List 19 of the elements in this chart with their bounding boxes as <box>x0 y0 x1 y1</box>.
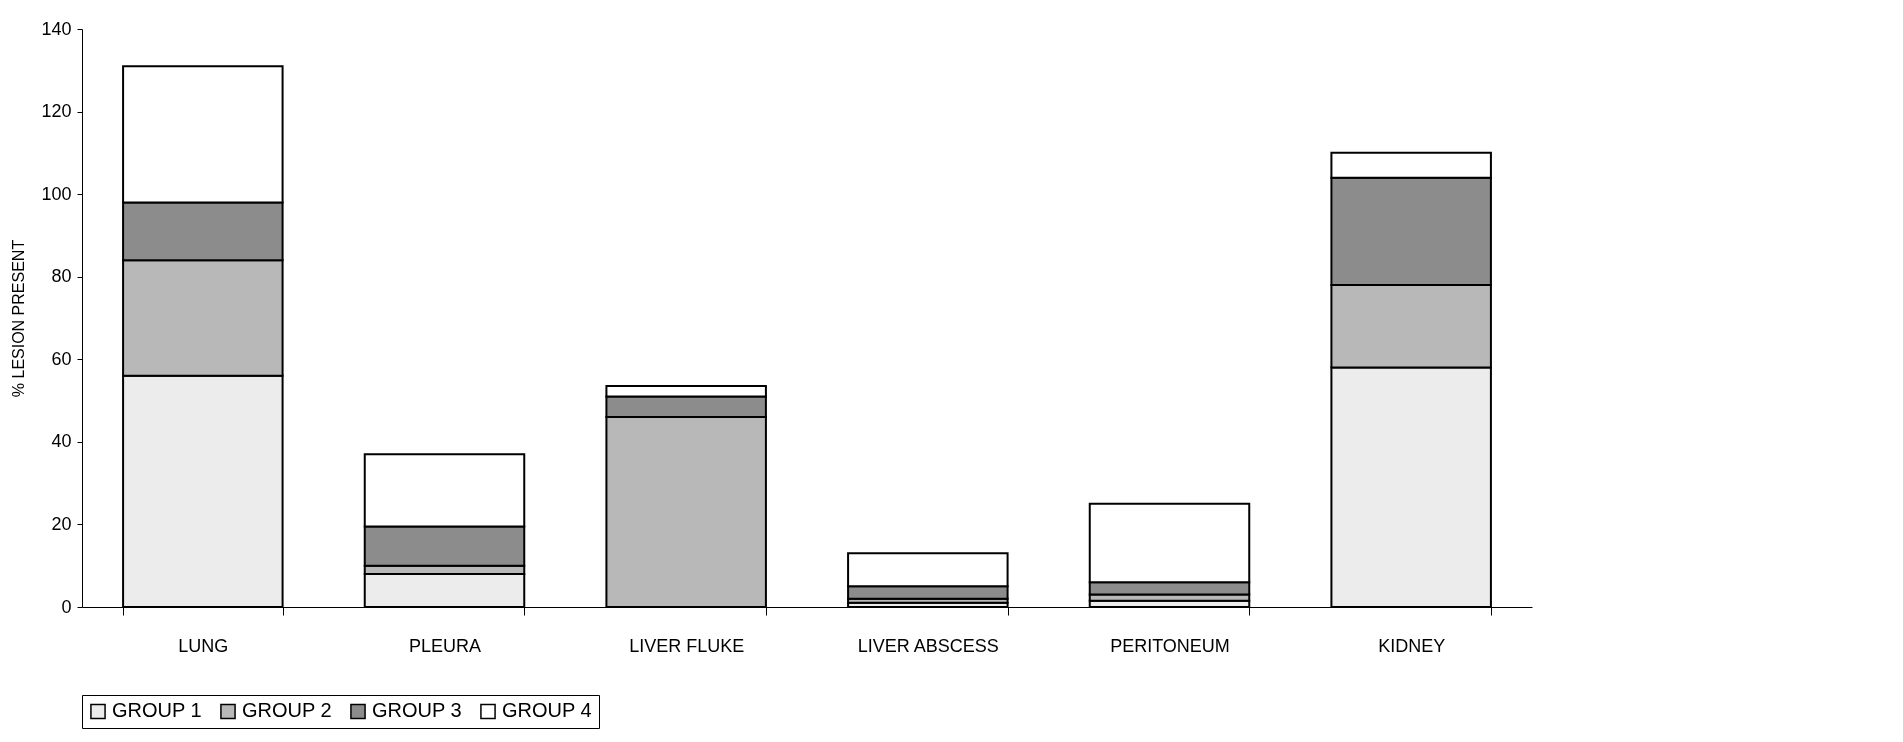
x-tick-label: PLEURA <box>408 635 482 656</box>
y-tick-label: 80 <box>51 266 72 287</box>
x-tick-label: LUNG <box>178 635 229 656</box>
x-tick-label: PERITONEUM <box>1110 635 1230 656</box>
x-tick-label: LIVER FLUKE <box>629 635 745 656</box>
y-tick-label: 0 <box>61 596 72 617</box>
y-tick-label: 100 <box>41 183 72 204</box>
y-axis-title: % LESION PRESENT <box>10 239 28 398</box>
x-tick-label: KIDNEY <box>1378 635 1446 656</box>
legend-label: GROUP 1 <box>112 699 202 722</box>
legend-label: GROUP 2 <box>242 699 332 722</box>
legend-label: GROUP 3 <box>372 699 462 722</box>
y-tick-label: 20 <box>51 513 72 534</box>
x-tick-label: LIVER ABSCESS <box>857 635 999 656</box>
y-tick-label: 60 <box>51 348 72 369</box>
y-tick-label: 120 <box>41 101 72 122</box>
legend-label: GROUP 4 <box>502 699 592 722</box>
y-tick-label: 40 <box>51 431 72 452</box>
y-tick-label: 140 <box>41 18 72 39</box>
